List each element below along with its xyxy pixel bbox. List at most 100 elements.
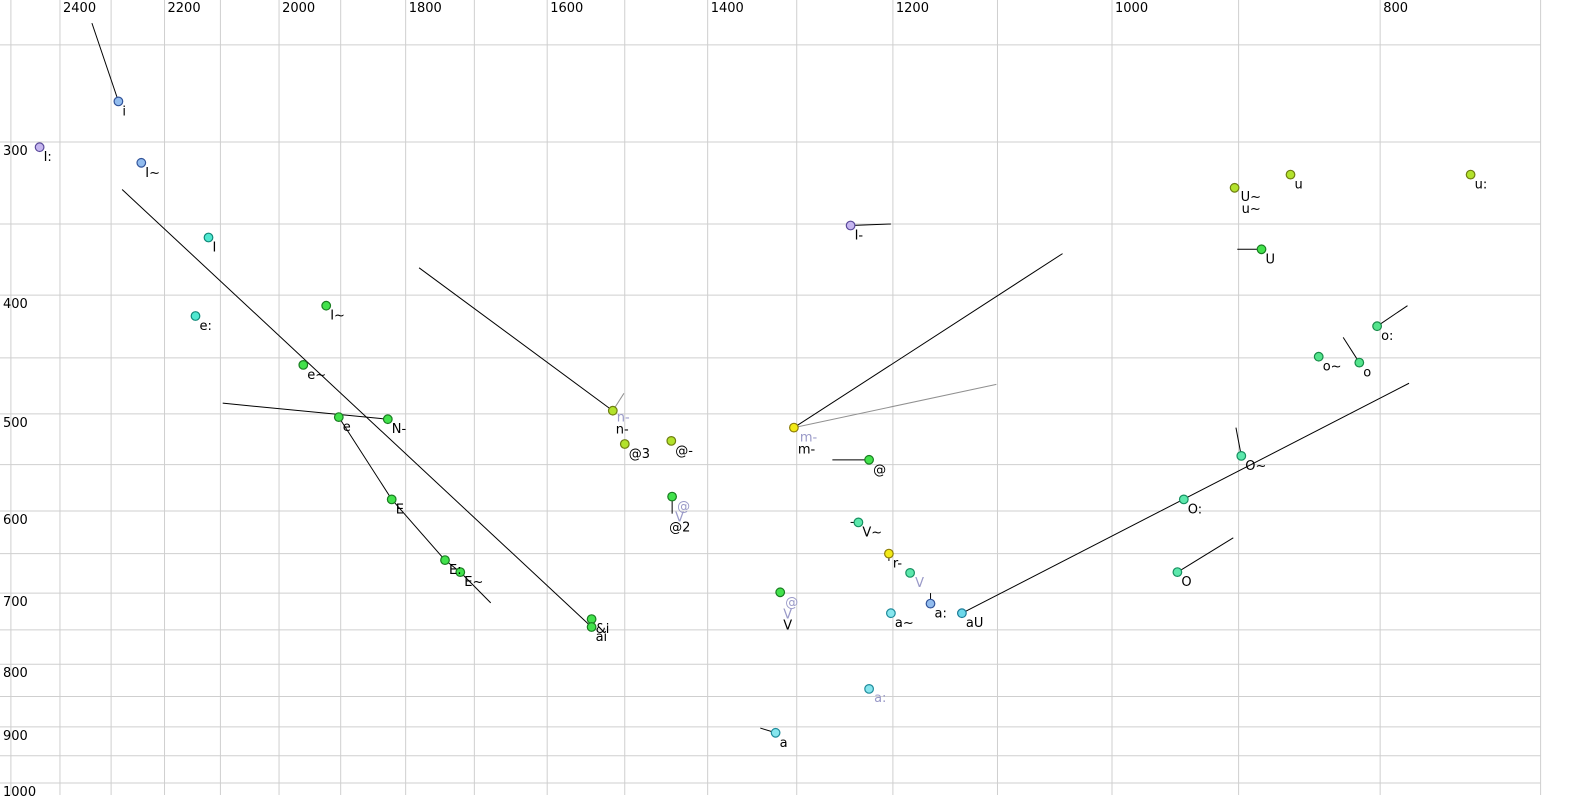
vowel-point-N-[interactable] — [382, 414, 393, 425]
gridline-layer — [0, 0, 1542, 795]
vowel-point-V[interactable] — [905, 568, 915, 578]
vowel-point-@-[interactable] — [666, 436, 677, 446]
vowel-point-m-[interactable] — [789, 422, 799, 433]
vowel-label: o — [1363, 366, 1371, 381]
vowel-label: E — [396, 502, 404, 517]
vowel-point-a~[interactable] — [886, 608, 896, 619]
vowel-point-o[interactable] — [1354, 357, 1365, 368]
vowel-label: u — [1295, 178, 1303, 193]
vowel-point-I~[interactable] — [321, 300, 332, 311]
vowel-label: e~ — [307, 368, 326, 383]
vowel-point-I~[interactable] — [136, 157, 147, 168]
vowel-label: aU — [966, 616, 983, 631]
vowel-label: a: — [874, 691, 886, 706]
vowel-label: a — [780, 736, 788, 751]
vowel-point-ai[interactable] — [586, 622, 597, 632]
vowel-point-e:[interactable] — [190, 311, 201, 321]
trajectory-line — [338, 416, 393, 500]
trajectory-line — [793, 253, 1063, 429]
vowel-label: I~ — [145, 166, 160, 181]
vowel-label: a: — [935, 607, 947, 622]
vowel-label: m- — [800, 431, 818, 446]
trajectory-line — [1376, 305, 1408, 327]
vowel-label: I~ — [330, 309, 345, 324]
vowel-point-O[interactable] — [1172, 567, 1183, 577]
vowel-label: O — [1181, 575, 1191, 590]
vowel-point-a[interactable] — [770, 727, 781, 738]
vowel-point-n-[interactable] — [607, 405, 618, 416]
x-tick-label: 2000 — [282, 1, 315, 16]
vowel-point-V[interactable] — [775, 587, 786, 598]
vowel-label: n- — [616, 423, 629, 438]
vowel-point-e~[interactable] — [298, 360, 309, 370]
vowel-label: m- — [798, 443, 816, 458]
vowel-point-o:[interactable] — [1372, 321, 1382, 332]
vowel-point-O:[interactable] — [1178, 494, 1189, 505]
trajectory-line — [1342, 337, 1360, 363]
vowel-label: U~ — [1241, 190, 1261, 205]
vowel-label: e: — [200, 319, 212, 334]
vowel-point-E[interactable] — [386, 494, 397, 505]
vowel-point-e[interactable] — [333, 412, 344, 423]
vowel-point-E~[interactable] — [455, 567, 466, 577]
vowel-point-u[interactable] — [1285, 169, 1296, 180]
y-tick-label: 600 — [3, 513, 28, 528]
vowel-point-O~[interactable] — [1236, 451, 1247, 461]
trajectory-line — [391, 499, 446, 561]
vowel-label: o: — [1381, 329, 1393, 344]
x-tick-label: 1800 — [409, 1, 442, 16]
vowel-point-I-[interactable] — [845, 220, 856, 231]
vowel-label: u~ — [1242, 202, 1261, 217]
vowel-point-a:[interactable] — [864, 684, 874, 694]
x-tick-label: 1200 — [896, 1, 929, 16]
vowel-label: &i — [596, 622, 610, 637]
y-tick-label: 1000 — [3, 785, 36, 800]
vowel-point-U~[interactable] — [1229, 182, 1240, 193]
vowel-label: N- — [392, 422, 407, 437]
trajectory-line — [1177, 537, 1234, 573]
trajectory-line — [850, 223, 891, 227]
vowel-point-r-[interactable] — [884, 548, 894, 559]
vowel-label: n- — [617, 411, 630, 426]
vowel-point-E:[interactable] — [440, 555, 450, 565]
vowel-point-i[interactable] — [113, 96, 124, 107]
vowel-label: @ — [677, 500, 690, 515]
vowel-point-o~[interactable] — [1313, 351, 1324, 362]
y-tick-label: 800 — [3, 666, 28, 681]
y-tick-label: 500 — [3, 416, 28, 431]
vowel-point-I[interactable] — [203, 232, 214, 243]
vowel-label: ai — [596, 630, 608, 645]
vowel-label: I — [213, 241, 217, 256]
trajectory-line — [121, 189, 592, 628]
axis-labels-layer: 2400 2200 2000 1800 1600 1400 1200 1000 800 300 40… — [3, 1, 1408, 800]
vowel-label: V — [675, 511, 684, 526]
vowel-point-@3[interactable] — [619, 439, 630, 449]
vowel-label: V~ — [862, 525, 882, 540]
vowel-label: @- — [675, 444, 693, 459]
x-tick-label: 1600 — [550, 1, 583, 16]
vowel-point-@[interactable] — [864, 454, 874, 465]
y-tick-label: 900 — [3, 729, 28, 744]
vowel-point-U[interactable] — [1256, 244, 1267, 255]
vowel-point-V~[interactable] — [853, 517, 864, 528]
vowel-label: e — [343, 420, 351, 435]
vowel-label: O~ — [1245, 459, 1266, 474]
vowel-label: O: — [1188, 502, 1202, 517]
x-tick-label: 2200 — [168, 1, 201, 16]
vowel-point-I:[interactable] — [34, 142, 45, 153]
vowel-point-u:[interactable] — [1465, 169, 1476, 180]
vowel-label: E~ — [464, 575, 483, 590]
vowel-point-aU[interactable] — [957, 608, 967, 619]
vowel-label: E: — [449, 563, 462, 578]
vowel-label: U — [1266, 252, 1276, 267]
vowel-label: V — [915, 576, 924, 591]
vowel-label: i — [122, 104, 126, 119]
trajectory-line — [222, 402, 388, 420]
vowel-point-a:[interactable] — [925, 598, 936, 609]
vowel-point-@2[interactable] — [667, 491, 677, 502]
vowel-label: V — [783, 607, 792, 622]
vowel-label: I- — [855, 229, 864, 244]
vowel-label: r- — [893, 557, 903, 572]
